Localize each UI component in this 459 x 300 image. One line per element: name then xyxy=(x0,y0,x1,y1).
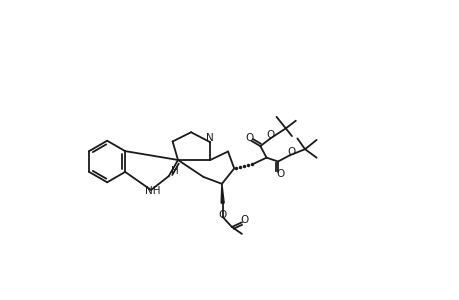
Text: O: O xyxy=(286,147,295,157)
Text: N: N xyxy=(206,134,214,143)
Text: H: H xyxy=(171,166,179,176)
Text: O: O xyxy=(218,210,226,220)
Text: NH: NH xyxy=(145,186,160,196)
Polygon shape xyxy=(221,184,224,203)
Text: O: O xyxy=(276,169,284,179)
Text: O: O xyxy=(245,134,253,143)
Text: O: O xyxy=(266,130,274,140)
Text: O: O xyxy=(240,215,248,225)
